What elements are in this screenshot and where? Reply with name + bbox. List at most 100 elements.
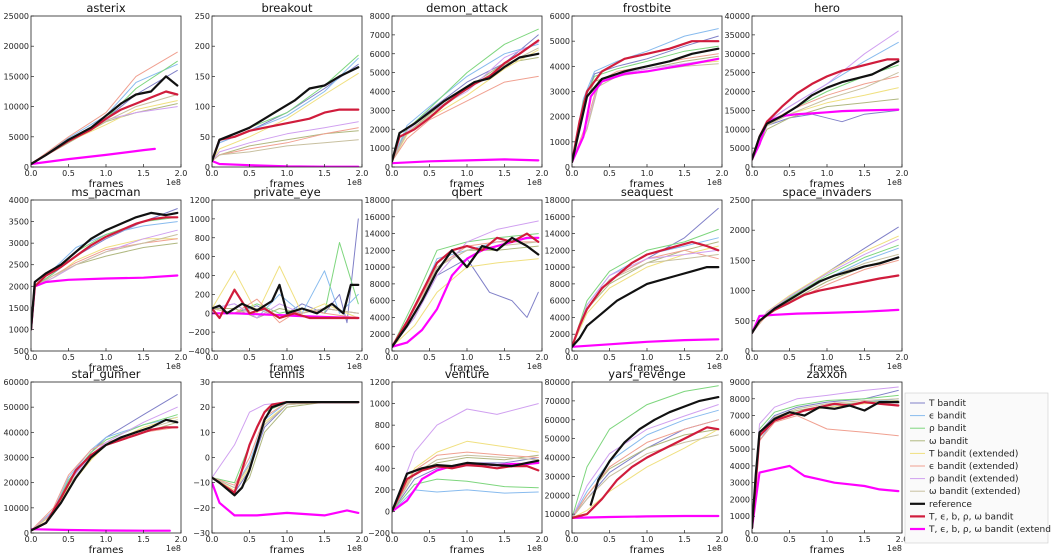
y-tick-label: 10000: [545, 263, 570, 272]
series-line-fullx: [572, 338, 720, 348]
y-tick-label: −10: [193, 479, 210, 488]
panel-lines: [392, 28, 540, 165]
y-tick-label: 10000: [365, 263, 390, 272]
x-tick-label: 2.0: [536, 353, 549, 362]
y-tick-label: 20: [200, 403, 210, 412]
y-tick-label: 50000: [4, 403, 29, 412]
y-tick-label: 1000: [370, 400, 390, 409]
series-line-rhox: [212, 121, 359, 162]
x-tick-label: 1.0: [461, 169, 474, 178]
x-tick-label: 0.0: [566, 353, 579, 362]
panel-qbert: 0 2000 4000 6000 8000 10000 12000 14000 16000 180…: [365, 185, 549, 374]
series-line-rhox: [572, 404, 719, 519]
panel-lines: [752, 226, 900, 334]
series-line-ref: [212, 66, 360, 163]
x-tick-label: 1.0: [100, 535, 113, 544]
y-tick-label: 8000: [730, 395, 750, 404]
y-tick-label: 10000: [4, 103, 29, 112]
series-line-omega: [752, 98, 899, 160]
y-tick-label: 0: [24, 163, 29, 172]
y-tick-label: 20000: [725, 88, 750, 97]
series-line-fullx: [752, 108, 900, 161]
x-tick-label: 2.0: [175, 169, 188, 178]
x-axis-label: frames: [270, 179, 305, 190]
series-line-rhox: [212, 401, 359, 479]
series-line-fullx: [212, 481, 360, 517]
panel-hero: 0 5000 10000 15000 20000 25000 30000 35000 40000…: [725, 1, 909, 190]
x-tick-label: 1.0: [641, 353, 654, 362]
x-multiplier: 1e8: [527, 362, 542, 371]
x-tick-label: 1.5: [858, 535, 871, 544]
x-multiplier: 1e8: [707, 544, 722, 553]
y-tick-label: 80000: [545, 378, 570, 387]
x-axis-label: frames: [89, 179, 124, 190]
legend-entry-e: ϵ bandit: [910, 412, 967, 422]
legend-label: T bandit: [928, 399, 967, 409]
y-tick-label: 40000: [545, 454, 570, 463]
x-multiplier: 1e8: [347, 362, 362, 371]
x-tick-label: 2.0: [536, 169, 549, 178]
series-line-e: [392, 237, 539, 348]
x-tick-label: 1.0: [281, 535, 294, 544]
y-tick-label: 1200: [370, 378, 390, 387]
y-tick-label: 30000: [4, 454, 29, 463]
series-line-full: [572, 240, 720, 348]
y-tick-label: 0: [745, 529, 750, 538]
panel-lines: [392, 403, 540, 513]
y-tick-label: 3000: [370, 106, 390, 115]
series-line-omegax: [392, 241, 539, 348]
series-line-full: [752, 274, 900, 334]
panel-zaxxon: 0 1000 2000 3000 4000 5000 6000 7000 8000 9000 0.0…: [730, 367, 909, 555]
x-tick-label: 0.5: [783, 353, 796, 362]
series-line-ex: [752, 415, 899, 529]
series-line-ref: [212, 283, 360, 315]
series-line-ref: [392, 52, 540, 163]
y-tick-label: 6000: [370, 50, 390, 59]
y-tick-label: 1000: [9, 325, 29, 334]
y-tick-label: 0: [745, 163, 750, 172]
x-tick-label: 0.5: [62, 535, 75, 544]
y-tick-label: 0: [745, 347, 750, 356]
series-line-ref: [31, 418, 179, 532]
panel-lines: [392, 220, 540, 348]
y-tick-label: 7000: [370, 31, 390, 40]
x-tick-label: 1.0: [281, 169, 294, 178]
series-line-Tx: [392, 440, 539, 512]
series-line-ex: [752, 259, 899, 334]
y-tick-label: −20: [193, 504, 210, 513]
x-tick-label: 2.0: [175, 535, 188, 544]
series-line-rho: [752, 394, 899, 529]
y-tick-label: 0: [205, 309, 210, 318]
panel-demon_attack: 0 1000 2000 3000 4000 5000 6000 7000 8000 0.0 0.5 1…: [370, 1, 549, 190]
x-multiplier: 1e8: [707, 362, 722, 371]
x-tick-label: 0.0: [25, 353, 38, 362]
panel-title: tennis: [269, 367, 304, 381]
x-axis-label: frames: [450, 363, 485, 374]
x-tick-label: 1.0: [641, 535, 654, 544]
x-tick-label: 0.0: [386, 353, 399, 362]
legend-label: ρ bandit: [929, 424, 967, 434]
y-tick-label: 1000: [550, 138, 570, 147]
x-tick-label: 0.0: [206, 169, 219, 178]
series-line-full: [212, 108, 360, 163]
x-multiplier: 1e8: [887, 178, 902, 187]
y-tick-label: 15000: [725, 106, 750, 115]
series-line-rhox: [31, 229, 178, 330]
x-tick-label: 1.5: [137, 169, 150, 178]
legend-entry-Tx: T bandit (extended): [910, 449, 1018, 459]
x-tick-label: 2.0: [896, 353, 909, 362]
y-tick-label: 200: [195, 290, 210, 299]
y-tick-label: 9000: [730, 378, 750, 387]
y-tick-label: 800: [195, 234, 210, 243]
panel-title: seaquest: [621, 185, 674, 199]
x-multiplier: 1e8: [166, 544, 181, 553]
y-tick-label: 0: [565, 529, 570, 538]
y-tick-label: 2500: [730, 196, 750, 205]
y-tick-label: 5000: [550, 37, 570, 46]
legend-entry-rhox: ρ bandit (extended): [910, 475, 1019, 485]
series-line-rho: [212, 54, 359, 162]
series-line-rho: [212, 401, 359, 484]
x-tick-label: 0.5: [423, 535, 436, 544]
x-multiplier: 1e8: [527, 178, 542, 187]
